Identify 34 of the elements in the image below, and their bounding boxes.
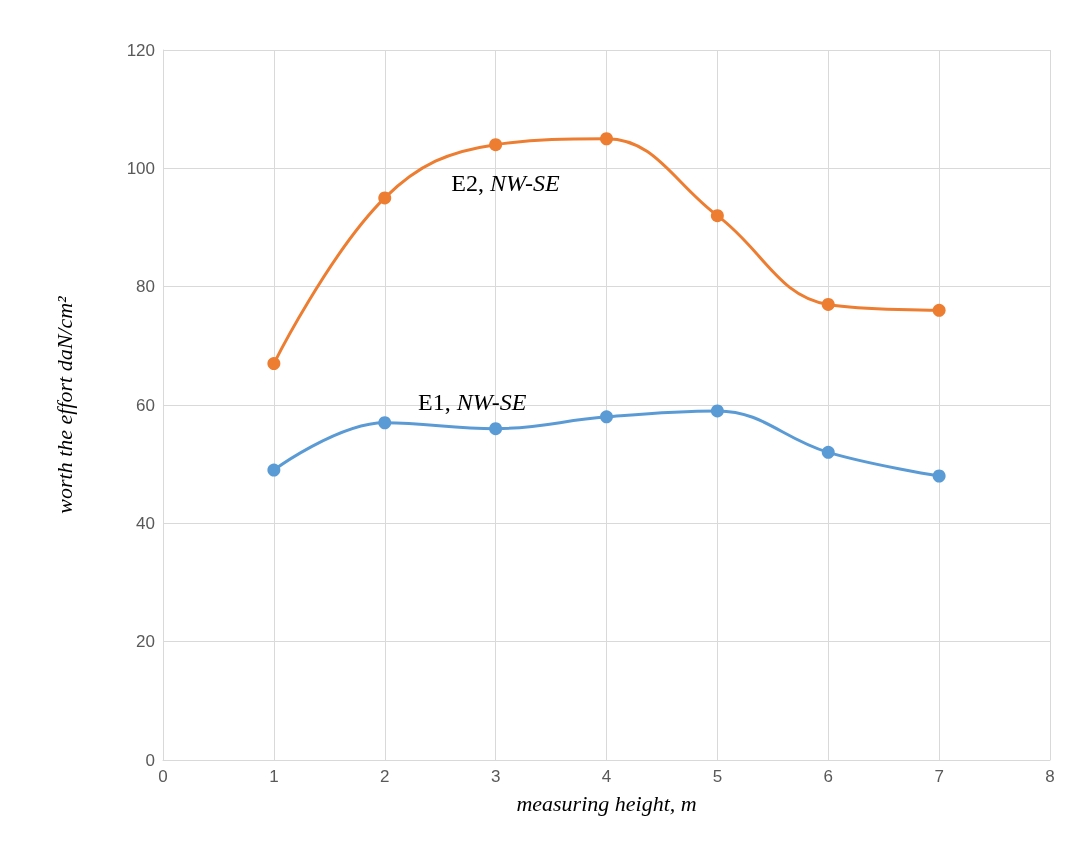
point xyxy=(378,191,392,205)
x-tick-label: 6 xyxy=(823,767,833,786)
y-tick-label: 100 xyxy=(126,158,155,178)
point xyxy=(600,132,613,146)
x-tick-label: 0 xyxy=(158,767,168,786)
x-tick-label: 5 xyxy=(712,767,723,786)
point xyxy=(821,297,835,311)
y-tick-label: 40 xyxy=(136,513,155,533)
point xyxy=(932,303,946,317)
point xyxy=(489,138,503,152)
x-tick-label: 8 xyxy=(1045,767,1055,786)
point xyxy=(489,422,503,436)
x-tick-label: 3 xyxy=(490,767,501,786)
x-tick-label: 4 xyxy=(601,767,612,786)
point xyxy=(932,469,946,483)
y-tick-label: 60 xyxy=(136,395,155,415)
x-axis-title: measuring height, m xyxy=(516,790,697,816)
x-tick-label: 1 xyxy=(269,767,279,786)
y-tick-label: 20 xyxy=(136,632,155,652)
y-tick-label: 0 xyxy=(145,750,155,770)
series-label: E2, NW-SE xyxy=(451,170,561,197)
point xyxy=(710,404,724,418)
point xyxy=(600,410,613,424)
point xyxy=(267,463,281,477)
point xyxy=(378,416,392,430)
y-tick-label: 80 xyxy=(136,277,155,297)
series-label: E1, NW-SE xyxy=(418,389,527,416)
point xyxy=(267,357,281,371)
point xyxy=(821,445,835,459)
point xyxy=(710,209,724,223)
y-tick-label: 120 xyxy=(126,40,155,60)
x-tick-label: 2 xyxy=(380,767,390,786)
y-axis-title: worth the effort daN/cm² xyxy=(51,295,77,514)
x-tick-label: 7 xyxy=(934,767,944,786)
